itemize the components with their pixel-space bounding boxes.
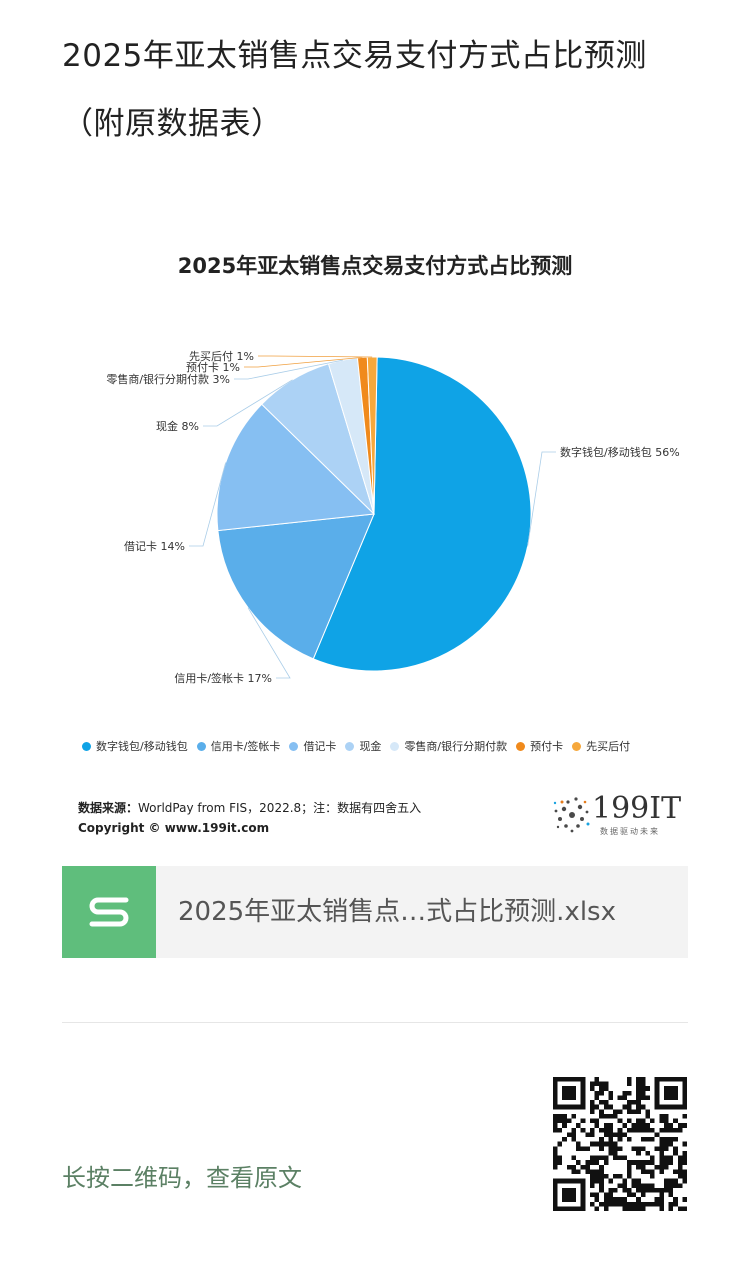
chart-image: 2025年亚太销售点交易支付方式占比预测 数字钱包/移动钱包 56% 信用卡/签帐… bbox=[60, 230, 690, 850]
chart-title: 2025年亚太销售点交易支付方式占比预测 bbox=[177, 254, 573, 278]
legend-label: 现金 bbox=[359, 740, 382, 753]
legend-item: 数字钱包/移动钱包 bbox=[82, 738, 188, 754]
legend-item: 先买后付 bbox=[572, 738, 630, 754]
logo-text: 199IT bbox=[592, 791, 682, 826]
legend-swatch bbox=[390, 741, 400, 751]
leader-line bbox=[247, 607, 291, 679]
legend-swatch bbox=[345, 741, 355, 751]
legend-swatch bbox=[289, 741, 299, 751]
slice-label: 信用卡/签帐卡 17% bbox=[174, 671, 272, 685]
legend-label: 预付卡 bbox=[530, 740, 564, 753]
slice-label: 借记卡 14% bbox=[124, 540, 185, 553]
legend-label: 先买后付 bbox=[586, 740, 631, 753]
leader-line bbox=[244, 357, 363, 368]
qr-code[interactable] bbox=[553, 1077, 687, 1211]
qr-hint-text: 长按二维码，查看原文 bbox=[62, 1164, 302, 1192]
legend-swatch bbox=[196, 741, 206, 751]
leader-line bbox=[203, 379, 293, 427]
slice-label: 先买后付 1% bbox=[189, 350, 254, 363]
legend-item: 借记卡 bbox=[289, 738, 336, 754]
attachment-card[interactable]: 2025年亚太销售点…式占比预测.xlsx bbox=[62, 866, 688, 958]
legend-item: 信用卡/签帐卡 bbox=[196, 738, 281, 754]
attachment-file-name: 2025年亚太销售点…式占比预测.xlsx bbox=[178, 897, 616, 927]
legend-swatch bbox=[572, 741, 582, 751]
brand-logo: 199IT 数据驱动未来 bbox=[552, 791, 682, 839]
page-title: 2025年亚太销售点交易支付方式占比预测（附原数据表） bbox=[62, 38, 647, 142]
legend-label: 零售商/银行分期付款 bbox=[404, 740, 508, 753]
legend-swatch bbox=[82, 741, 91, 751]
slice-label: 预付卡 1% bbox=[186, 361, 240, 374]
divider bbox=[62, 1022, 688, 1023]
source-label: 数据来源： bbox=[78, 801, 139, 815]
logo-tagline: 数据驱动未来 bbox=[600, 827, 660, 836]
legend-item: 预付卡 bbox=[516, 738, 563, 754]
slice-label: 数字钱包/移动钱包 56% bbox=[560, 445, 680, 459]
legend-label: 信用卡/签帐卡 bbox=[210, 740, 281, 753]
slice-label: 零售商/银行分期付款 3% bbox=[106, 372, 230, 386]
leader-line bbox=[189, 462, 227, 547]
source-text: WorldPay from FIS，2022.8；注：数据有四舍五入 bbox=[138, 801, 422, 815]
leader-line bbox=[527, 451, 556, 547]
legend-item: 现金 bbox=[345, 738, 381, 754]
leader-line bbox=[258, 355, 373, 358]
leader-line bbox=[234, 359, 343, 380]
chart-legend: 数字钱包/移动钱包 信用卡/签帐卡 借记卡 现金 零售商/银行分期付款 预付卡 先买后付 bbox=[82, 738, 692, 754]
copyright-text: Copyright © www.199it.com bbox=[78, 821, 270, 835]
pie-chart: 数字钱包/移动钱包 56% 信用卡/签帐卡 17% 借记卡 14% 现金 8% 零售商/… bbox=[106, 350, 680, 685]
logo-dots-icon bbox=[553, 797, 590, 833]
source-note: 数据来源：WorldPay from FIS，2022.8；注：数据有四舍五入 … bbox=[78, 798, 421, 838]
legend-label: 借记卡 bbox=[303, 740, 337, 753]
spreadsheet-s-icon bbox=[62, 866, 156, 958]
legend-swatch bbox=[516, 741, 526, 751]
slice-label: 现金 8% bbox=[156, 419, 199, 433]
legend-item: 零售商/银行分期付款 bbox=[390, 738, 507, 754]
legend-label: 数字钱包/移动钱包 bbox=[96, 740, 188, 753]
